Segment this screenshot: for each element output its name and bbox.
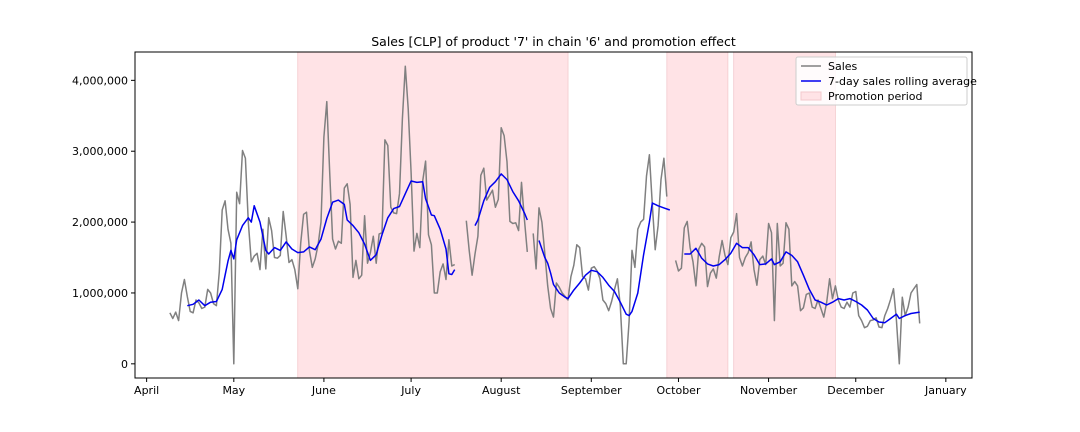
rolling-average-line bbox=[187, 173, 920, 324]
legend-box bbox=[795, 56, 968, 106]
legend-sales-label: Sales bbox=[828, 60, 858, 73]
x-tick-label: November bbox=[740, 384, 798, 397]
x-tick-label: September bbox=[561, 384, 622, 397]
y-tick-label: 4,000,000 bbox=[72, 74, 128, 87]
y-tick-label: 0 bbox=[121, 358, 128, 371]
x-tick-label: December bbox=[827, 384, 885, 397]
legend-rolling-label: 7-day sales rolling average bbox=[828, 75, 977, 88]
x-tick-label: August bbox=[482, 384, 521, 397]
x-tick-label: January bbox=[924, 384, 967, 397]
y-tick-label: 1,000,000 bbox=[72, 287, 128, 300]
legend-promo-label: Promotion period bbox=[828, 90, 923, 103]
sales-line bbox=[169, 65, 921, 365]
y-tick-label: 2,000,000 bbox=[72, 216, 128, 229]
legend-promo-swatch bbox=[800, 91, 822, 101]
promotion-band bbox=[733, 51, 836, 379]
x-tick-label: October bbox=[656, 384, 700, 397]
chart-title: Sales [CLP] of product '7' in chain '6' … bbox=[371, 34, 736, 49]
series-layer bbox=[169, 65, 921, 365]
promotion-band bbox=[666, 51, 729, 379]
x-tick-label: May bbox=[222, 384, 245, 397]
x-axis: April May June July August September October No… bbox=[134, 378, 967, 397]
x-tick-label: April bbox=[134, 384, 159, 397]
x-tick-label: July bbox=[400, 384, 421, 397]
plot-frame bbox=[134, 51, 973, 379]
legend: Sales 7-day sales rolling average Promot… bbox=[795, 56, 977, 106]
y-tick-label: 3,000,000 bbox=[72, 145, 128, 158]
x-tick-label: June bbox=[311, 384, 336, 397]
promotion-periods bbox=[297, 51, 836, 379]
y-axis: 0 1,000,000 2,000,000 3,000,000 4,000,000 bbox=[72, 74, 135, 371]
